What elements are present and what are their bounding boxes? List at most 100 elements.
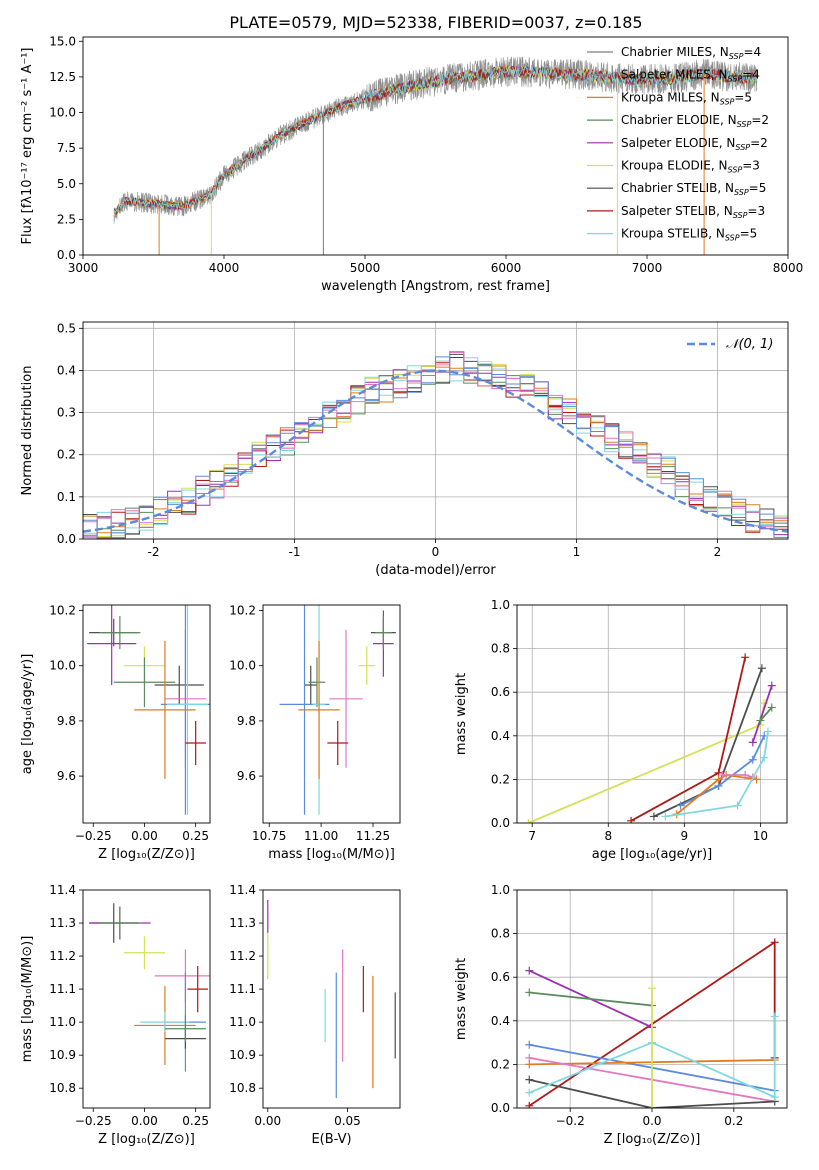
axes-mass_vs_Z: −0.25 0.00 0.25 10.8 10.9 11.0 11.1 11.2 11.3 11.… [20,883,211,1147]
errorbar-point [298,640,340,779]
legend-label: Salpeter MILES, NSSP=4 [621,68,760,84]
errorbar-point [375,616,392,650]
x-axis-label: age [log₁₀(age/yr)] [592,847,713,862]
mass-weight-line [759,706,773,722]
plus-marker [627,816,636,823]
plus-marker [649,812,658,821]
x-tick-label: 7000 [632,261,663,275]
x-tick-label: 0.00 [254,1114,281,1128]
x-tick-label: 0.00 [131,829,158,843]
plus-marker [525,1040,534,1049]
y-tick-label: 11.4 [229,883,256,897]
y-tick-label: 0.4 [491,729,510,743]
y-tick-label: 0.1 [57,490,76,504]
x-tick-label: 8 [604,829,612,843]
x-tick-label: −0.25 [75,829,112,843]
plus-marker [525,1075,534,1084]
y-tick-label: 10.2 [49,604,76,618]
plot-area-mass_vs_ebv [267,899,396,1099]
plus-marker [525,1088,534,1097]
errorbar-point [327,720,349,766]
axes-residuals: -2 -1 0 1 2 0.0 0.1 0.2 0.3 0.4 0.5 (data-model)/er… [20,321,789,578]
plus-marker [770,1012,779,1021]
x-axis-label: Z [log₁₀(Z/Z⊙)] [98,847,195,862]
y-tick-label: 0.5 [57,321,76,335]
errorbar-point [123,936,165,970]
axes-frame [82,321,789,540]
x-tick-label: -2 [148,545,160,559]
plus-marker [748,738,757,747]
y-tick-label: 11.0 [229,1015,256,1029]
mass-weight-line [751,685,773,743]
y-axis-label: mass [log₁₀(M/M⊙)] [20,936,35,1063]
y-tick-label: 0.2 [57,448,76,462]
x-tick-label: 1 [573,545,581,559]
errorbar-point [358,646,376,686]
x-tick-label: -1 [289,545,301,559]
axes-frame [516,889,788,1109]
errorbar-point [134,640,196,779]
y-tick-label: 10.9 [49,1048,76,1062]
plus-marker [525,1101,534,1108]
y-axis-label: age [log₁₀(age/yr)] [20,654,35,775]
x-tick-label: 10.75 [252,829,286,843]
x-tick-label: 0.00 [131,1114,158,1128]
plus-marker [676,801,685,810]
y-tick-label: 11.2 [229,949,256,963]
axes-frame [82,604,211,824]
plus-marker [741,771,750,780]
legend: 𝒩(0, 1) [687,337,773,352]
legend-label: Salpeter STELIB, NSSP=3 [621,204,765,220]
y-tick-label: 10.8 [49,1081,76,1095]
plus-marker [760,753,769,762]
spectrum-line [113,65,758,215]
plus-marker [524,819,533,823]
plus-marker [648,984,656,993]
y-tick-label: 11.2 [49,949,76,963]
y-tick-label: 0.4 [57,363,76,377]
axes-frame [82,889,211,1109]
axes-frame [82,36,789,256]
spectrum-line [113,65,758,215]
plus-marker [770,938,779,947]
errorbar-point [304,665,317,705]
legend-label: Kroupa STELIB, NSSP=5 [621,227,757,243]
plot-area-massweight_vs_age [524,653,776,823]
plus-marker [756,716,765,725]
y-tick-label: 10.0 [229,659,256,673]
y-tick-label: 1.0 [491,598,510,612]
x-tick-label: 3000 [68,261,99,275]
x-tick-label: 11.00 [304,829,338,843]
y-tick-label: 7.5 [57,141,76,155]
x-tick-label: 9 [681,829,689,843]
y-tick-label: 10.0 [49,659,76,673]
plot-area-residuals [83,351,788,539]
errorbar-point [99,909,141,937]
y-tick-label: 11.1 [49,982,76,996]
x-tick-label: −0.25 [75,1114,112,1128]
plus-marker [757,664,766,673]
x-tick-label: 6000 [491,261,522,275]
y-tick-label: 12.5 [49,70,76,84]
x-tick-label: 0.0 [642,1114,661,1128]
mass-weight-line [529,991,653,1007]
y-tick-label: 9.8 [57,714,76,728]
plot-area-mass_vs_Z [89,903,210,1072]
axes-massweight_vs_Z: −0.2 0.0 0.2 0.0 0.2 0.4 0.6 0.8 1.0 Z [log₁₀(Z/Z… [454,883,788,1147]
x-axis-label: wavelength [Angstrom, rest frame] [321,279,550,294]
y-tick-label: 0.6 [491,970,510,984]
legend-label: Salpeter ELODIE, NSSP=2 [621,136,768,152]
normal-curve [83,369,788,533]
legend-label: Kroupa MILES, NSSP=5 [621,90,752,106]
y-tick-label: 10.8 [229,1081,256,1095]
x-axis-label: Z [log₁₀(Z/Z⊙)] [604,1132,701,1147]
plus-marker [770,1093,779,1102]
mass-weight-line [665,731,769,818]
y-tick-label: 9.8 [237,714,256,728]
x-tick-label: 7 [528,829,536,843]
axes-frame [262,604,401,824]
plus-marker [525,988,534,997]
plus-marker [718,771,727,780]
